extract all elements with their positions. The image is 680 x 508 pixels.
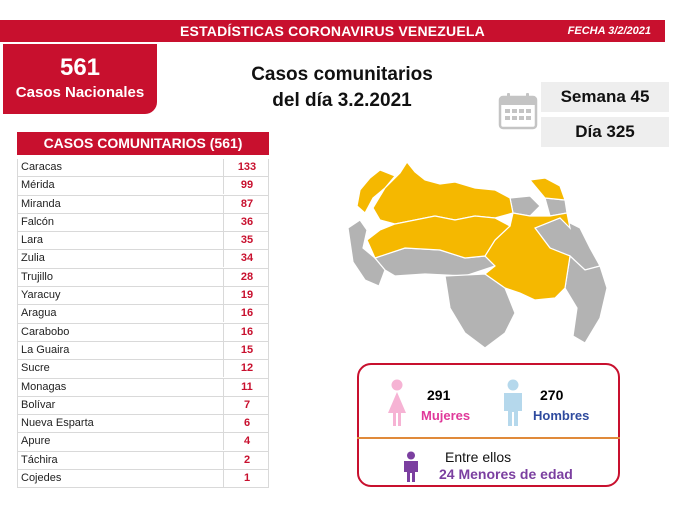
table-row: Bolívar 7 [18, 395, 270, 414]
state-name: Nueva Esparta [21, 417, 94, 430]
state-name: La Guaira [21, 343, 70, 356]
men-count: 270 [540, 387, 564, 403]
calendar-icon [498, 93, 538, 130]
state-name: Sucre [21, 362, 50, 375]
state-name: Monagas [21, 380, 67, 393]
table-row: Apure 4 [18, 432, 270, 451]
cases-table-body: Caracas 133 Mérida 99 Miranda 87 Falcón 36 Lara 3… [17, 159, 270, 489]
national-cases-count: 561 [59, 54, 101, 81]
state-cases: 4 [223, 433, 270, 451]
state-cases: 99 [223, 177, 270, 195]
state-name: Lara [21, 234, 44, 247]
state-name: Zulia [21, 252, 45, 265]
state-cases: 133 [223, 159, 270, 176]
state-cases: 1 [223, 470, 270, 488]
header-date: FECHA 3/2/2021 [567, 25, 651, 37]
women-label: Mujeres [421, 408, 471, 423]
state-name: Mérida [21, 179, 55, 192]
state-cases: 2 [223, 451, 270, 469]
state-cases: 6 [223, 415, 270, 433]
state-cases: 12 [223, 360, 270, 378]
state-name: Falcón [21, 215, 55, 228]
table-row: Falcón 36 [18, 212, 270, 231]
cases-table-header: CASOS COMUNITARIOS (561) [17, 132, 269, 155]
state-cases: 16 [223, 323, 270, 341]
state-name: Táchira [21, 453, 58, 466]
state-cases: 7 [223, 396, 270, 414]
state-name: Apure [21, 435, 51, 448]
minors-count: 24 [439, 466, 455, 482]
state-name: Cojedes [21, 472, 62, 485]
state-cases: 87 [223, 195, 270, 213]
female-icon [388, 379, 406, 426]
table-row: Lara 35 [18, 231, 270, 250]
state-name: Miranda [21, 197, 61, 210]
cases-table: CASOS COMUNITARIOS (561) Caracas 133 Mérid… [17, 132, 270, 489]
state-name: Yaracuy [21, 289, 61, 302]
table-row: La Guaira 15 [18, 340, 270, 359]
table-row: Sucre 12 [18, 359, 270, 378]
table-row: Táchira 2 [18, 450, 270, 469]
table-row: Cojedes 1 [18, 469, 270, 488]
week-box: Semana 45 [541, 82, 669, 112]
state-name: Trujillo [21, 270, 53, 283]
table-row: Mérida 99 [18, 176, 270, 195]
state-name: Carabobo [21, 325, 70, 338]
table-row: Monagas 11 [18, 377, 270, 396]
minors-label: Menores de edad [458, 466, 573, 482]
state-name: Aragua [21, 307, 57, 320]
women-count: 291 [427, 387, 451, 403]
state-cases: 34 [223, 250, 270, 268]
male-icon [504, 379, 522, 426]
header-title: ESTADÍSTICAS CORONAVIRUS VENEZUELA [180, 23, 485, 39]
child-icon [404, 451, 418, 482]
national-cases-box: 561 Casos Nacionales [3, 44, 157, 114]
minors-line: 24 Menores de edad [439, 466, 573, 482]
state-name: Caracas [21, 161, 62, 173]
day-box: Día 325 [541, 117, 669, 147]
state-cases: 16 [223, 305, 270, 323]
state-cases: 35 [223, 232, 270, 250]
page-heading: Casos comunitarios del día 3.2.2021 [232, 62, 452, 114]
table-row: Caracas 133 [18, 159, 268, 176]
state-cases: 19 [223, 287, 270, 305]
demographics-divider [357, 437, 620, 439]
table-row: Aragua 16 [18, 304, 270, 323]
state-cases: 36 [223, 213, 270, 231]
state-cases: 11 [223, 378, 270, 396]
national-cases-label: Casos Nacionales [15, 84, 145, 101]
header-bar: ESTADÍSTICAS CORONAVIRUS VENEZUELA FECHA… [0, 20, 665, 42]
state-cases: 28 [223, 268, 270, 286]
table-row: Zulia 34 [18, 249, 270, 268]
men-label: Hombres [533, 408, 590, 423]
table-row: Carabobo 16 [18, 322, 270, 341]
table-row: Nueva Esparta 6 [18, 414, 270, 433]
demographics-box: 291 Mujeres 270 Hombres Entre ellos 24 M… [357, 363, 620, 487]
heading-line-1: Casos comunitarios [251, 64, 433, 85]
table-row: Trujillo 28 [18, 267, 270, 286]
table-row: Yaracuy 19 [18, 286, 270, 305]
state-name: Bolívar [21, 398, 56, 411]
table-row: Miranda 87 [18, 194, 270, 213]
heading-line-2: del día 3.2.2021 [272, 90, 412, 111]
venezuela-map [347, 160, 608, 349]
between-label: Entre ellos [445, 449, 512, 465]
state-cases: 15 [223, 341, 270, 359]
